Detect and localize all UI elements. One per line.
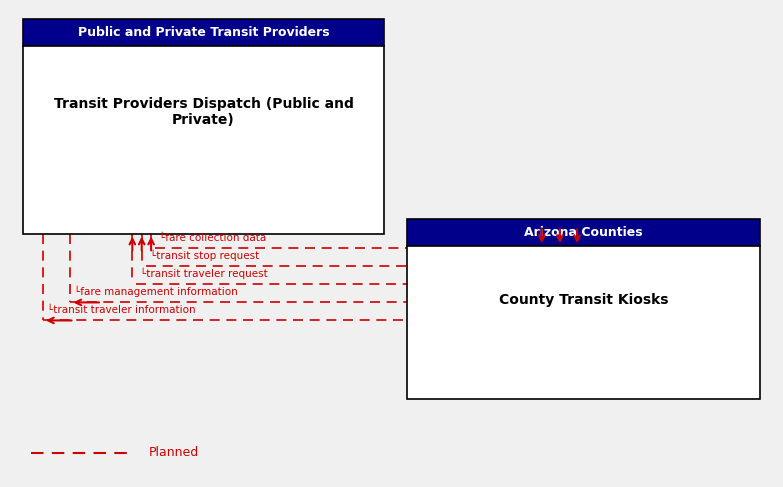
Text: └transit traveler information: └transit traveler information <box>47 304 196 315</box>
Text: Planned: Planned <box>149 447 199 459</box>
Text: └transit stop request: └transit stop request <box>150 249 259 261</box>
Text: └fare collection data: └fare collection data <box>159 232 266 243</box>
FancyBboxPatch shape <box>407 219 760 246</box>
FancyBboxPatch shape <box>407 246 760 399</box>
Text: └fare management information: └fare management information <box>74 285 238 297</box>
FancyBboxPatch shape <box>23 19 384 46</box>
Text: Arizona Counties: Arizona Counties <box>524 226 643 239</box>
Text: Transit Providers Dispatch (Public and
Private): Transit Providers Dispatch (Public and P… <box>54 97 353 127</box>
Text: └transit traveler request: └transit traveler request <box>140 267 268 279</box>
Text: County Transit Kiosks: County Transit Kiosks <box>499 293 668 307</box>
Text: Public and Private Transit Providers: Public and Private Transit Providers <box>78 26 330 39</box>
FancyBboxPatch shape <box>23 46 384 234</box>
